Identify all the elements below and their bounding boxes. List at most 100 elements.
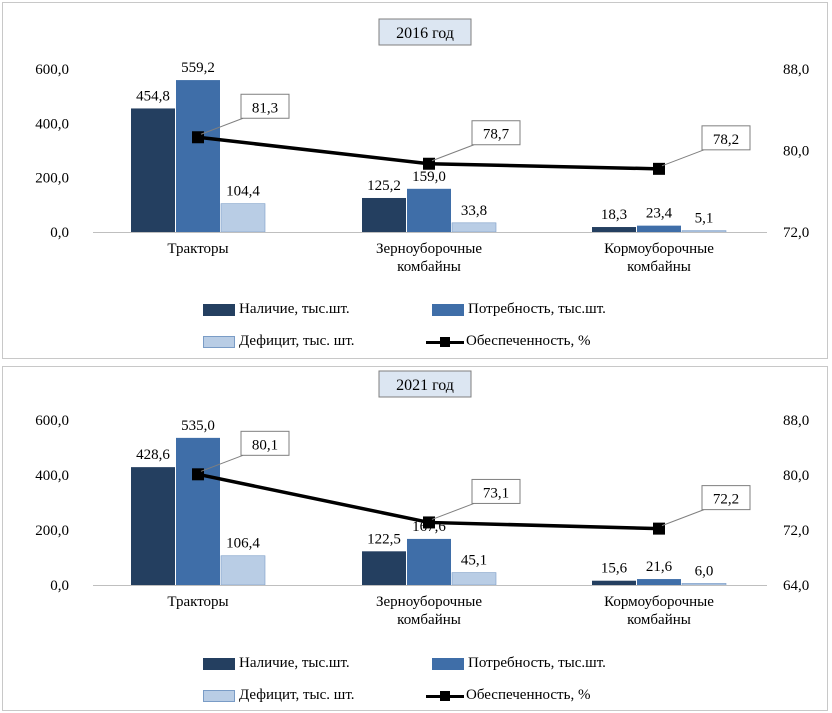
legend-item-obespechennost: Обеспеченность, % [426,333,590,350]
bar [637,579,681,585]
legend-swatch-nalichie [203,657,235,670]
line-data-label: 81,3 [252,100,278,116]
bar-data-label: 18,3 [601,207,627,223]
chart-title-text: 2021 год [396,377,454,394]
line-marker [423,516,435,529]
callout-box [240,430,290,456]
x-category-label: комбайны [627,612,691,628]
bar-data-label: 122,5 [367,531,401,547]
chart-title: 2021 год [378,370,472,398]
legend-label-nalichie: Наличие, тыс.шт. [239,301,350,317]
y2-tick-label: 64,0 [783,578,809,594]
legend-swatch-deficit [203,689,235,702]
bar-data-label: 15,6 [601,561,628,577]
legend-swatch-obespechennost [426,690,464,702]
legend-swatch-deficit [203,335,235,348]
bar-data-label: 104,4 [226,184,260,200]
legend-label-deficit: Дефицит, тыс. шт. [239,687,355,703]
x-category-label: Кормоуборочные [604,594,714,610]
bar [451,572,497,586]
bar-data-label: 535,0 [181,418,215,434]
line-data-label: 72,2 [713,492,739,508]
chart-title-text: 2016 год [396,25,454,42]
bar-data-label: 33,8 [461,203,487,219]
legend-item-nalichie: Наличие, тыс.шт. [203,301,350,318]
x-category-label: Зерноуборочные [376,241,482,257]
bar [131,467,175,585]
callout-box [240,93,290,119]
bar-data-label: 159,0 [412,169,446,185]
legend-item-obespechennost: Обеспеченность, % [426,687,590,704]
bar [592,580,636,585]
legend-swatch-nalichie [203,303,235,316]
legend-item-potrebnost: Потребность, тыс.шт. [432,301,606,318]
bar [592,227,636,232]
callout-leader [661,149,705,167]
legend-label-potrebnost: Потребность, тыс.шт. [468,655,606,671]
bar [681,230,727,233]
bar [681,583,727,586]
bar-data-label: 559,2 [181,60,215,76]
chart-2021: 2021 год 0,0 200,0 400,0 600,0 64,0 72,0 80,0 88… [35,370,809,628]
legend-label-obespechennost: Обеспеченность, % [466,333,591,349]
bar-data-label: 23,4 [646,206,673,222]
bar [407,538,451,585]
line-data-label: 80,1 [252,437,278,453]
bar [176,80,220,232]
legend-label-potrebnost: Потребность, тыс.шт. [468,301,606,317]
legend-item-potrebnost: Потребность, тыс.шт. [432,655,606,672]
x-category-label: комбайны [397,612,461,628]
legend-label-deficit: Дефицит, тыс. шт. [239,333,355,349]
bar-data-label: 106,4 [226,536,260,552]
bar [362,197,406,232]
callout-box [701,125,751,151]
bar-data-label: 125,2 [367,178,401,194]
y-tick-label: 400,0 [35,468,69,484]
bar-data-label: 5,1 [695,211,714,227]
legend-label-obespechennost: Обеспеченность, % [466,687,591,703]
bar-data-label: 6,0 [695,563,714,579]
bar-data-label: 454,8 [136,88,170,104]
legend-item-deficit: Дефицит, тыс. шт. [203,333,355,350]
bar-data-label: 45,1 [461,553,487,569]
bar [637,225,681,232]
callout-leader [200,117,244,135]
chart-title: 2016 год [378,18,472,46]
callout-leader [431,144,475,162]
callout-leader [200,454,244,472]
y-tick-label: 600,0 [35,413,69,429]
y2-tick-label: 72,0 [783,225,809,241]
legend-label-nalichie: Наличие, тыс.шт. [239,655,350,671]
x-category-label: Тракторы [167,241,228,257]
x-category-label: Зерноуборочные [376,594,482,610]
chart-title-box [378,18,472,46]
line-marker [653,522,665,535]
callout-box [701,485,751,511]
legend-swatch-potrebnost [432,657,464,670]
bar [220,203,266,233]
y2-tick-label: 72,0 [783,523,809,539]
y-tick-label: 200,0 [35,171,69,187]
y2-tick-label: 80,0 [783,144,809,160]
line-data-label: 78,7 [483,127,510,143]
callout-leader [661,509,705,527]
line-data-label: 78,2 [713,132,739,148]
legend-item-deficit: Дефицит, тыс. шт. [203,687,355,704]
y-tick-label: 0,0 [50,578,69,594]
bar-data-label: 428,6 [136,447,170,463]
callout-box [471,120,521,146]
bar [131,108,175,232]
line-marker [653,162,665,175]
line-marker [192,468,204,481]
line-marker [423,157,435,170]
x-category-label: Тракторы [167,594,228,610]
legend-swatch-obespechennost [426,336,464,348]
y2-tick-label: 88,0 [783,413,809,429]
y-tick-label: 0,0 [50,225,69,241]
x-category-label: комбайны [627,259,691,275]
y-tick-label: 200,0 [35,523,69,539]
legend-item-nalichie: Наличие, тыс.шт. [203,655,350,672]
bar [362,551,406,585]
callout-leader [431,502,475,520]
bar [407,188,451,232]
